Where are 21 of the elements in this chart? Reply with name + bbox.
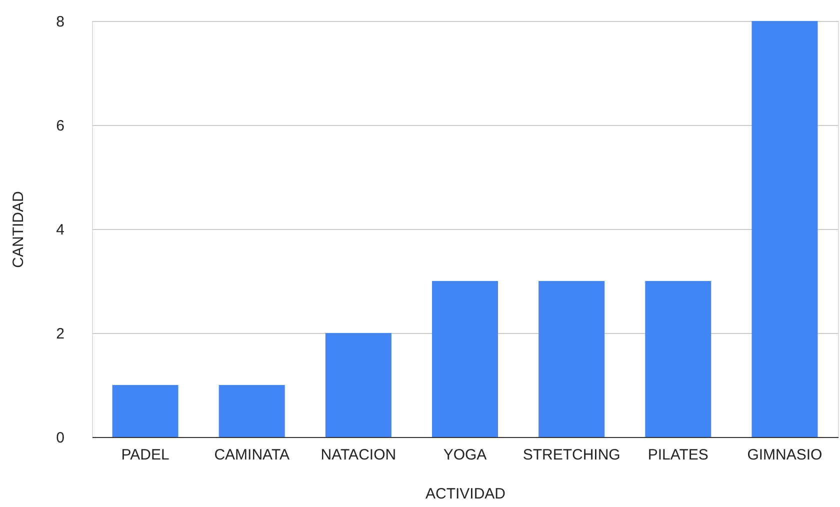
y-tick-label: 4 — [56, 222, 64, 238]
bar — [218, 385, 285, 437]
bar — [538, 281, 605, 437]
x-tick-label: GIMNASIO — [747, 446, 822, 464]
x-axis-title: ACTIVIDAD — [425, 486, 506, 502]
y-tick-label: 2 — [56, 326, 64, 342]
x-tick-label: YOGA — [443, 446, 487, 464]
x-tick-label: NATACION — [320, 446, 396, 464]
y-axis-title: CANTIDAD — [10, 191, 28, 268]
bar — [112, 385, 178, 437]
x-tick-label: CAMINATA — [214, 446, 290, 464]
y-tick-label: 8 — [56, 14, 64, 30]
y-tick-label: 0 — [56, 430, 64, 446]
x-tick-label: PILATES — [648, 446, 708, 464]
y-tick-label: 6 — [56, 118, 64, 134]
x-tick-label: STRETCHING — [522, 446, 620, 464]
bar — [645, 281, 712, 437]
x-tick-label: PADEL — [121, 446, 170, 464]
bar — [325, 333, 392, 437]
bar — [432, 281, 498, 437]
bar — [752, 21, 818, 437]
